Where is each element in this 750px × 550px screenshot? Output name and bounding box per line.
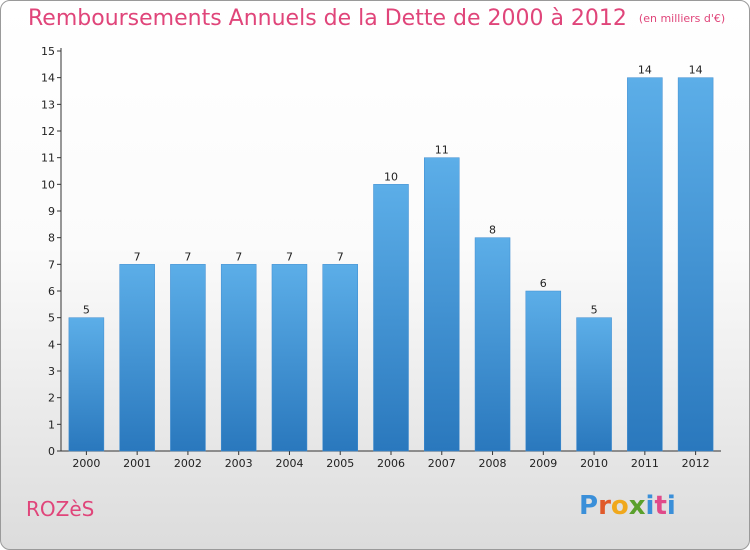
bar-value-label: 5	[591, 304, 598, 317]
y-tick-label: 14	[41, 72, 55, 85]
bar-2004	[271, 264, 308, 452]
y-tick-label: 1	[48, 418, 55, 431]
entity-name: ROZèS	[26, 497, 95, 521]
brand-letter: o	[610, 491, 629, 521]
y-tick-label: 3	[48, 365, 55, 378]
bar-value-label: 7	[286, 250, 293, 263]
y-tick-label: 9	[48, 205, 55, 218]
y-tick-label: 0	[48, 445, 55, 458]
x-tick-label: 2010	[580, 457, 608, 470]
y-tick-label: 10	[41, 178, 55, 191]
bar-value-label: 6	[540, 277, 547, 290]
bar-2007	[424, 157, 460, 452]
brand-letter: t	[654, 491, 667, 521]
bar-2003	[220, 264, 257, 452]
bar-value-label: 10	[384, 170, 398, 183]
y-tick-label: 5	[48, 312, 55, 325]
bar-value-label: 14	[689, 64, 703, 77]
bar-2005	[322, 264, 358, 452]
brand-letter: x	[628, 491, 646, 521]
bar-value-label: 7	[337, 250, 344, 263]
x-tick-label: 2002	[174, 457, 202, 470]
bar-value-label: 14	[638, 64, 652, 77]
x-tick-label: 2006	[377, 457, 405, 470]
bar-value-label: 8	[489, 224, 496, 237]
unit-label: (en milliers d'€)	[638, 12, 726, 25]
bar-value-label: 7	[134, 250, 141, 263]
x-tick-label: 2012	[682, 457, 710, 470]
bar-2008	[474, 237, 511, 452]
bar-2000	[68, 317, 105, 452]
brand-letter: i	[645, 491, 655, 521]
x-tick-label: 2009	[529, 457, 557, 470]
y-tick-label: 13	[41, 98, 55, 111]
title-text: Remboursements Annuels de la Dette de 20…	[28, 6, 627, 31]
brand-letter: P	[579, 491, 599, 521]
bar-2010	[576, 317, 612, 452]
x-tick-label: 2011	[631, 457, 659, 470]
bar-2009	[525, 290, 562, 452]
bar-2002	[170, 264, 206, 452]
bar-2006	[373, 184, 409, 452]
x-tick-label: 2003	[225, 457, 253, 470]
proxiti-logo: Proxiti	[579, 491, 676, 521]
x-tick-label: 2007	[428, 457, 456, 470]
y-tick-label: 15	[41, 45, 55, 58]
chart-title: Remboursements Annuels de la Dette de 20…	[28, 6, 725, 31]
y-tick-label: 6	[48, 285, 55, 298]
bar-value-label: 11	[435, 144, 449, 157]
brand-letter: r	[598, 491, 611, 521]
x-tick-label: 2000	[72, 457, 100, 470]
bar-2011	[627, 77, 663, 452]
bar-value-label: 7	[235, 250, 242, 263]
bars: 5 7 7 7 7 7 10 11 8 6 5 14 14	[68, 64, 714, 452]
bar-value-label: 5	[83, 304, 90, 317]
x-tick-label: 2005	[326, 457, 354, 470]
y-tick-label: 12	[41, 125, 55, 138]
x-tick-label: 2004	[275, 457, 303, 470]
bar-value-label: 7	[184, 250, 191, 263]
y-tick-label: 11	[41, 152, 55, 165]
x-tick-label: 2001	[123, 457, 151, 470]
y-tick-label: 8	[48, 232, 55, 245]
bar-2001	[119, 264, 155, 452]
bar-2012	[677, 77, 714, 452]
brand-letter: i	[666, 491, 676, 521]
y-tick-label: 4	[48, 338, 55, 351]
y-tick-label: 2	[48, 392, 55, 405]
y-tick-label: 7	[48, 258, 55, 271]
x-tick-label: 2008	[479, 457, 507, 470]
